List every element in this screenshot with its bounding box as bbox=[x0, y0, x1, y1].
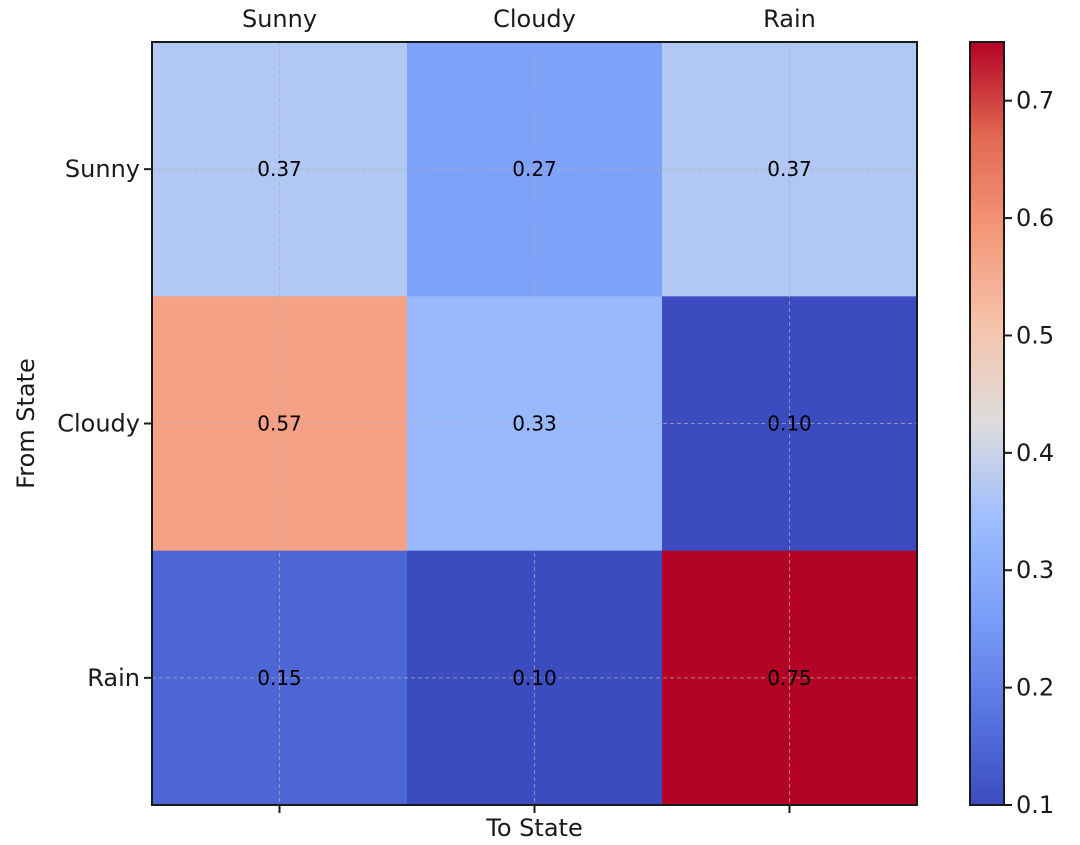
cell-value-label: 0.75 bbox=[767, 666, 812, 690]
x-tick-label: Sunny bbox=[242, 5, 317, 33]
y-tick-label: Rain bbox=[87, 664, 140, 692]
cell-value-label: 0.15 bbox=[257, 666, 302, 690]
colorbar-tick-label: 0.6 bbox=[1016, 204, 1054, 232]
cell-value-label: 0.37 bbox=[767, 157, 812, 181]
y-axis-ticks: Sunny Cloudy Rain bbox=[57, 155, 152, 692]
y-tick-label: Sunny bbox=[65, 155, 140, 183]
cell-value-label: 0.27 bbox=[512, 157, 557, 181]
x-tick-label: Rain bbox=[763, 5, 816, 33]
y-tick-label: Cloudy bbox=[57, 410, 140, 438]
colorbar-tick-label: 0.7 bbox=[1016, 87, 1054, 115]
cell-value-label: 0.33 bbox=[512, 412, 557, 436]
colorbar bbox=[970, 42, 1004, 805]
x-tick-label: Cloudy bbox=[493, 5, 576, 33]
cell-value-label: 0.37 bbox=[257, 157, 302, 181]
colorbar-tick-label: 0.3 bbox=[1016, 556, 1054, 584]
colorbar-tick-label: 0.5 bbox=[1016, 321, 1054, 349]
y-axis-label: From State bbox=[12, 358, 40, 489]
colorbar-tick-label: 0.1 bbox=[1016, 791, 1054, 819]
colorbar-tick-label: 0.2 bbox=[1016, 674, 1054, 702]
colorbar-frame bbox=[969, 41, 1005, 806]
cell-value-label: 0.57 bbox=[257, 412, 302, 436]
cell-value-label: 0.10 bbox=[512, 666, 557, 690]
cell-value-labels: 0.37 0.27 0.37 0.57 0.33 0.10 0.15 0.10 0.75 bbox=[257, 157, 812, 690]
colorbar-ticks: 0.1 0.2 0.3 0.4 0.5 0.6 0.7 bbox=[1004, 87, 1054, 819]
cell-value-label: 0.10 bbox=[767, 412, 812, 436]
grid-lines bbox=[152, 42, 917, 805]
colorbar-tick-label: 0.4 bbox=[1016, 439, 1054, 467]
x-axis-ticks: Sunny Cloudy Rain bbox=[242, 5, 816, 813]
x-axis-label: To State bbox=[485, 814, 582, 842]
